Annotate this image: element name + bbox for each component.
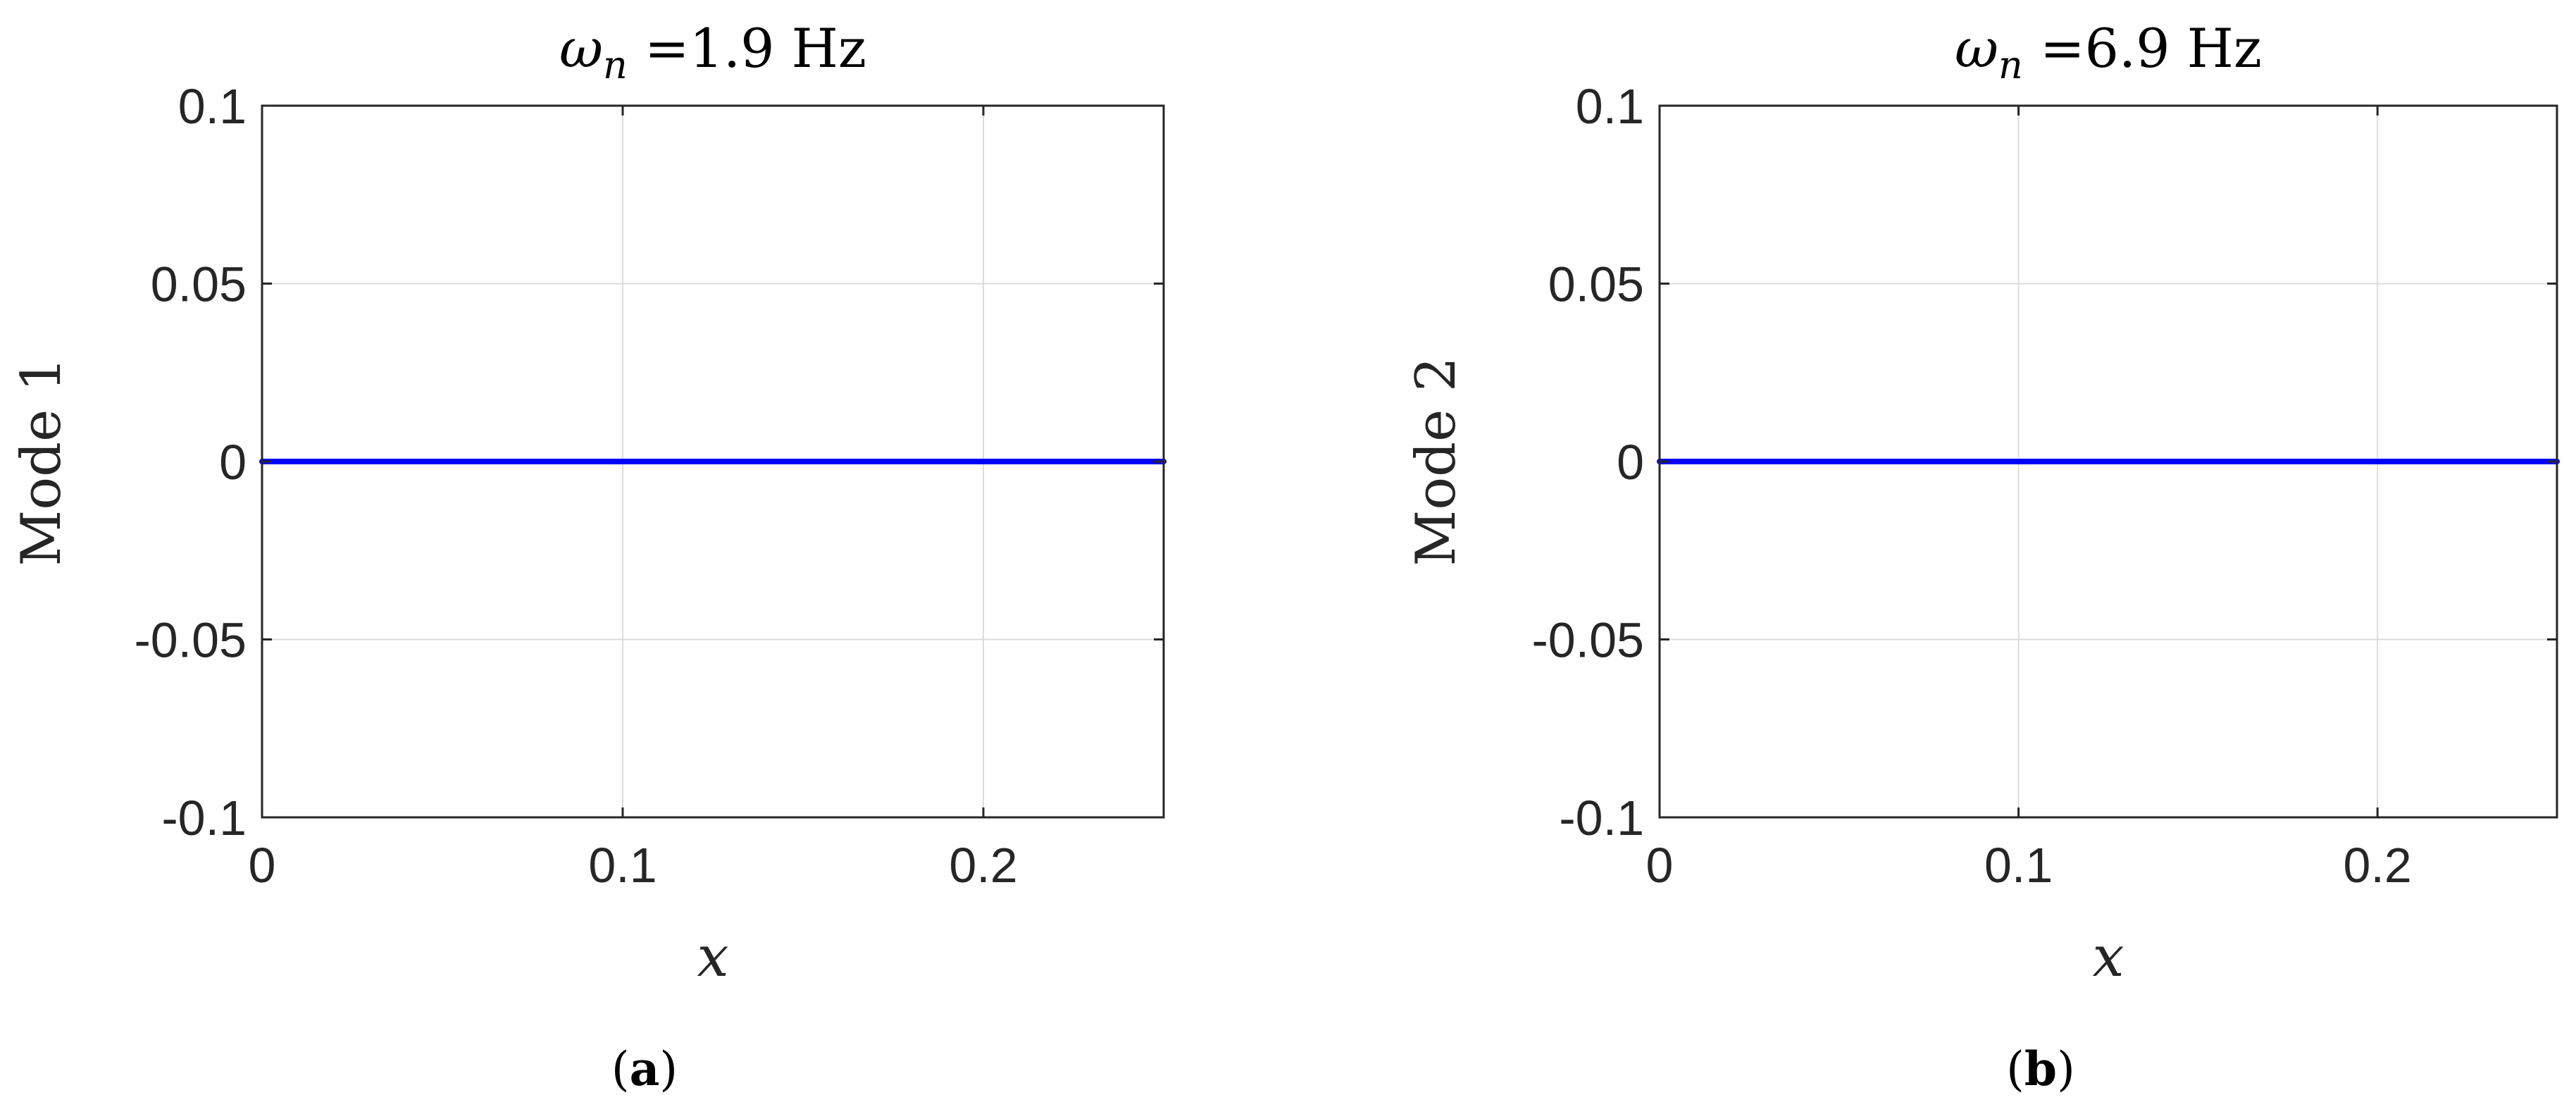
y-tick-label: 0: [219, 435, 247, 490]
title-symbol: ω: [1955, 17, 1998, 80]
y-tick-label: -0.05: [134, 613, 247, 668]
title-symbol: ω: [559, 17, 603, 80]
x-tick-label: 0.2: [949, 838, 1017, 893]
title-value: =1.9 Hz: [628, 17, 866, 80]
x-tick-label: 0: [249, 838, 276, 893]
caption-letter: a: [630, 1041, 660, 1096]
y-tick-label: 0.1: [1576, 79, 1644, 134]
chart-title: ωn =6.9 Hz: [1955, 17, 2262, 87]
subplot-a: 0 0.1 0.2 0.1 0.05 0 -0.05 -0.1 ωn =1.9 Hz x Mode …: [10, 17, 1166, 1096]
y-tick-label: -0.1: [1559, 791, 1644, 846]
y-axis-label: Mode 1: [10, 357, 73, 566]
y-tick-label: -0.05: [1531, 613, 1644, 668]
y-tick-label: 0.1: [178, 79, 247, 134]
title-value: =6.9 Hz: [2023, 17, 2262, 80]
caption-close: ): [659, 1042, 678, 1096]
x-tick-label: 0.2: [2344, 838, 2412, 893]
y-tick-label: 0: [1617, 435, 1644, 490]
y-tick-label: 0.05: [151, 257, 247, 312]
y-tick-label: 0.05: [1548, 257, 1644, 312]
subplot-caption: (a): [611, 1041, 678, 1096]
caption-letter: b: [2024, 1041, 2057, 1096]
caption-close: ): [2057, 1042, 2075, 1096]
title-subscript: n: [1998, 43, 2023, 87]
caption-open: (: [2006, 1042, 2024, 1096]
x-tick-label: 0.1: [588, 838, 657, 893]
subplot-caption: (b): [2006, 1041, 2075, 1096]
x-axis-label: x: [697, 924, 728, 989]
x-tick-label: 0: [1646, 838, 1674, 893]
x-tick-label: 0.1: [1984, 838, 2053, 893]
subplot-b: 0 0.1 0.2 0.1 0.05 0 -0.05 -0.1 ωn =6.9 Hz x Mode …: [1405, 17, 2560, 1096]
y-tick-label: -0.1: [161, 791, 247, 846]
caption-open: (: [611, 1042, 630, 1096]
title-subscript: n: [603, 43, 628, 87]
x-axis-label: x: [2092, 924, 2124, 989]
chart-title: ωn =1.9 Hz: [559, 17, 866, 87]
y-axis-label: Mode 2: [1405, 357, 1468, 566]
